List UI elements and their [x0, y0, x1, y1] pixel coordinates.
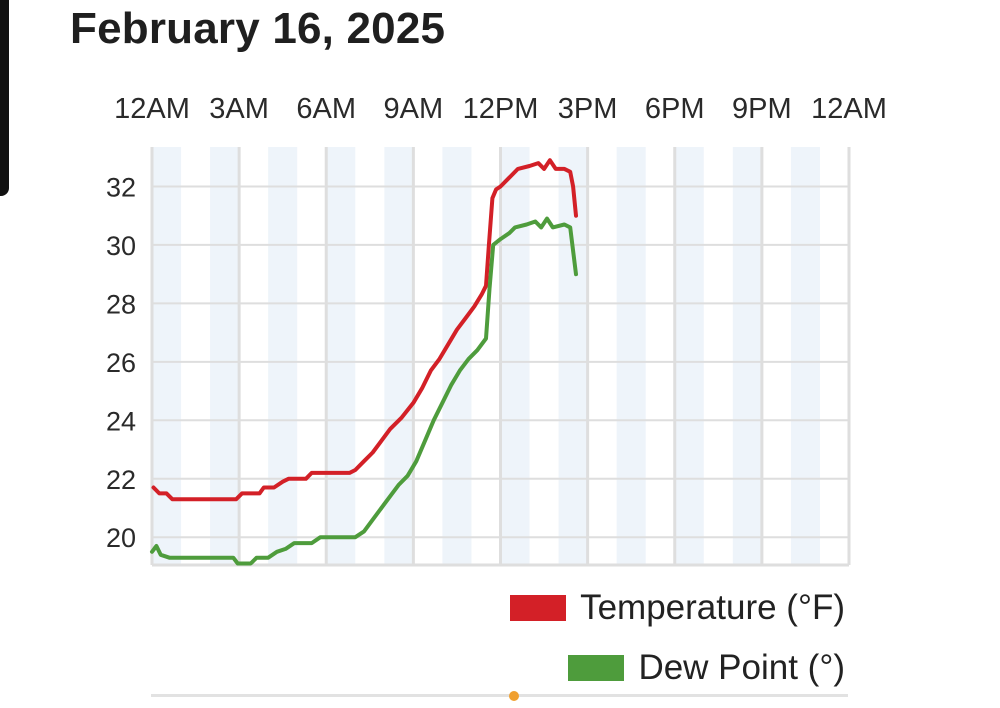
- hour-band: [732, 147, 762, 565]
- y-axis: 20 22 24 26 28 30 32: [106, 172, 136, 553]
- hour-band: [674, 147, 704, 565]
- x-tick-label: 3PM: [558, 93, 618, 125]
- x-tick-label: 9AM: [384, 93, 444, 125]
- y-tick-label: 28: [106, 289, 136, 319]
- x-tick-label: 12AM: [811, 93, 887, 125]
- dew-point-line: [150, 216, 578, 566]
- x-tick-label: 12PM: [463, 93, 539, 125]
- bottom-divider: [151, 694, 848, 707]
- x-tick-label: 12AM: [114, 93, 190, 125]
- dew-point-swatch: [568, 655, 625, 681]
- hour-band: [268, 147, 298, 565]
- x-tick-label: 6AM: [296, 93, 356, 125]
- temperature-swatch: [510, 595, 567, 621]
- legend-item-dew-point[interactable]: Dew Point (°): [510, 648, 845, 688]
- legend-label-dew-point: Dew Point (°): [638, 648, 845, 687]
- page-title: February 16, 2025: [70, 4, 446, 53]
- y-tick-label: 32: [106, 172, 136, 202]
- hour-band: [500, 147, 530, 565]
- y-tick-label: 30: [106, 231, 136, 261]
- legend-label-temperature: Temperature (°F): [580, 588, 845, 627]
- hour-band: [152, 147, 182, 565]
- hour-band: [558, 147, 588, 565]
- y-tick-label: 26: [106, 348, 136, 378]
- hour-band: [326, 147, 356, 565]
- window-edge: [0, 0, 9, 196]
- current-time-marker: [509, 691, 519, 701]
- legend-item-temperature[interactable]: Temperature (°F): [510, 588, 845, 628]
- x-tick-label: 6PM: [645, 93, 705, 125]
- hour-band: [790, 147, 820, 565]
- x-axis: 12AM 3AM 6AM 9AM 12PM 3PM 6PM 9PM 12AM: [114, 93, 887, 125]
- series-lines: [150, 158, 578, 566]
- y-tick-label: 24: [106, 406, 136, 436]
- hour-band: [210, 147, 240, 565]
- hour-bands: [152, 147, 820, 565]
- hour-band: [442, 147, 472, 565]
- y-tick-label: 20: [106, 523, 136, 553]
- legend: Temperature (°F) Dew Point (°): [510, 588, 845, 708]
- hour-band: [616, 147, 646, 565]
- x-tick-label: 3AM: [209, 93, 269, 125]
- temperature-line: [151, 158, 578, 502]
- hour-band: [384, 147, 414, 565]
- y-tick-label: 22: [106, 465, 136, 495]
- x-tick-label: 9PM: [732, 93, 792, 125]
